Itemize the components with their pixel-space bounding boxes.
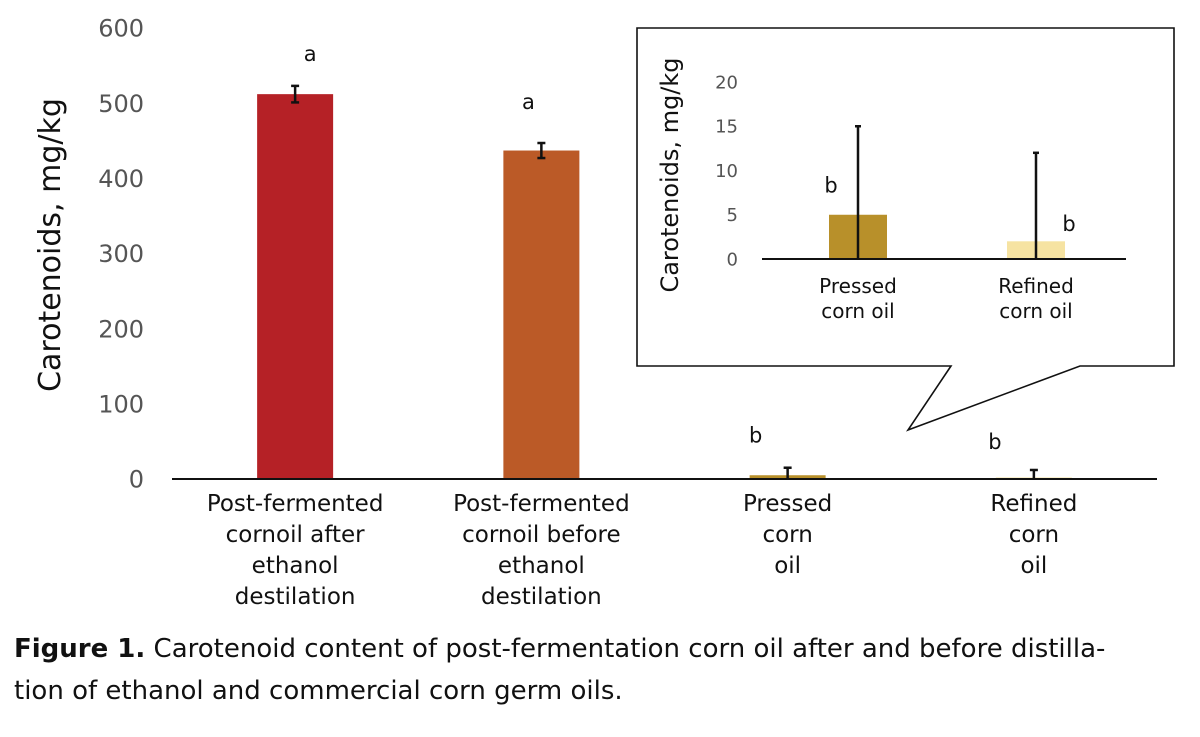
- category-label: destilation: [235, 584, 356, 610]
- category-label: Refined: [990, 491, 1077, 517]
- significance-letter: b: [988, 430, 1001, 454]
- category-label: corn oil: [821, 299, 895, 323]
- category-label: corn oil: [999, 299, 1073, 323]
- y-tick-label: 20: [715, 72, 738, 93]
- category-label: oil: [774, 553, 801, 579]
- significance-letter: a: [304, 42, 317, 66]
- category-label: destilation: [481, 584, 602, 610]
- category-label: oil: [1020, 553, 1047, 579]
- figure-caption: Figure 1. Carotenoid content of post-fer…: [14, 628, 1189, 712]
- y-axis-label: Carotenoids, mg/kg: [656, 57, 684, 292]
- significance-letter: b: [749, 424, 762, 448]
- y-tick-label: 10: [715, 161, 738, 182]
- caption-line-2: tion of ethanol and commercial corn germ…: [14, 676, 623, 706]
- category-label: corn: [1009, 522, 1059, 548]
- y-tick-label: 0: [129, 466, 144, 494]
- significance-letter: b: [1062, 212, 1075, 236]
- category-label: Post-fermented: [453, 491, 630, 517]
- significance-letter: a: [522, 90, 535, 114]
- y-tick-label: 5: [727, 205, 738, 226]
- y-tick-label: 400: [98, 165, 144, 193]
- y-tick-label: 15: [715, 117, 738, 138]
- bar: [503, 150, 580, 479]
- category-label: ethanol: [252, 553, 339, 579]
- category-label: Pressed: [819, 274, 897, 298]
- caption-label: Figure 1.: [14, 634, 146, 664]
- category-label: ethanol: [498, 553, 585, 579]
- y-tick-label: 600: [98, 15, 144, 43]
- category-label: Post-fermented: [207, 491, 384, 517]
- category-label: corn: [762, 522, 812, 548]
- y-tick-label: 100: [98, 390, 144, 418]
- category-label: cornoil before: [462, 522, 621, 548]
- y-axis-label: Carotenoids, mg/kg: [33, 98, 68, 392]
- y-tick-label: 500: [98, 90, 144, 118]
- inset-frame: [636, 27, 1175, 432]
- y-tick-label: 200: [98, 315, 144, 343]
- category-label: Pressed: [743, 491, 832, 517]
- caption-line-1: Carotenoid content of post-fermentation …: [145, 634, 1106, 664]
- category-label: Refined: [998, 274, 1074, 298]
- bar: [257, 94, 334, 479]
- category-label: cornoil after: [226, 522, 365, 548]
- significance-letter: b: [824, 173, 837, 197]
- y-tick-label: 300: [98, 240, 144, 268]
- y-tick-label: 0: [727, 249, 738, 270]
